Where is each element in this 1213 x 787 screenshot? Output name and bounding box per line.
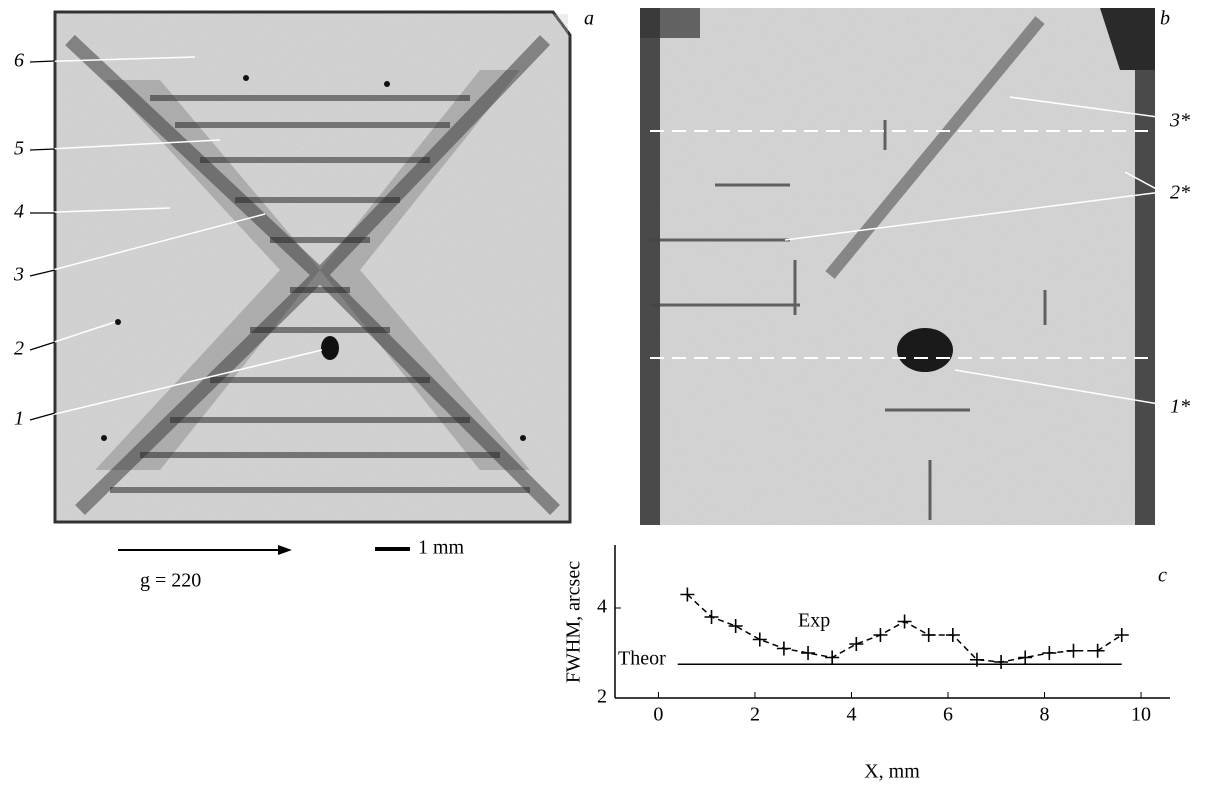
data-point (1091, 644, 1105, 658)
label: 3 (13, 264, 24, 286)
data-point (825, 651, 839, 665)
series-label: Theor (618, 648, 666, 670)
data-point (873, 628, 887, 642)
vector-label: g = 220 (140, 570, 201, 592)
label: 6 (14, 50, 24, 72)
x-tick-label: 2 (750, 704, 760, 726)
label: 2* (1170, 182, 1190, 204)
data-point (849, 637, 863, 651)
label: 1 (14, 408, 24, 430)
x-tick-label: 6 (943, 704, 953, 726)
y-tick-label: 2 (597, 686, 607, 708)
x-tick-label: 10 (1131, 704, 1151, 726)
topograph-b (640, 8, 1165, 525)
data-point (1115, 628, 1129, 642)
data-point (729, 619, 743, 633)
label: 4 (14, 201, 24, 223)
label: 5 (14, 138, 24, 160)
data-point (777, 642, 791, 656)
data-point (898, 615, 912, 629)
figure: 6 5 4 3 2 1 a g = 220 1 mm 3* 2* 1* b (0, 0, 1213, 787)
data-point (705, 610, 719, 624)
label: 3* (1169, 110, 1190, 132)
y-axis-label: FWHM, arcsec (563, 561, 585, 683)
data-point (1066, 644, 1080, 658)
data-point (801, 646, 815, 660)
data-point (922, 628, 936, 642)
label: 1* (1170, 396, 1190, 418)
x-axis-label: X, mm (864, 761, 920, 783)
scale-label: 1 mm (418, 537, 465, 559)
data-point (1042, 646, 1056, 660)
topograph-a (30, 12, 570, 522)
x-tick-label: 4 (846, 704, 856, 726)
panel-letter: a (584, 8, 594, 30)
vector-arrow (118, 545, 292, 555)
y-tick-label: 4 (597, 596, 607, 618)
panel-letter: c (1158, 565, 1167, 587)
data-point (753, 633, 767, 647)
data-point (1018, 651, 1032, 665)
label: 2 (14, 338, 24, 360)
x-tick-label: 8 (1040, 704, 1050, 726)
series-label: Exp (798, 610, 830, 632)
data-point (680, 588, 694, 602)
panel-letter: b (1160, 8, 1170, 30)
x-tick-label: 0 (653, 704, 663, 726)
data-point (994, 655, 1008, 669)
